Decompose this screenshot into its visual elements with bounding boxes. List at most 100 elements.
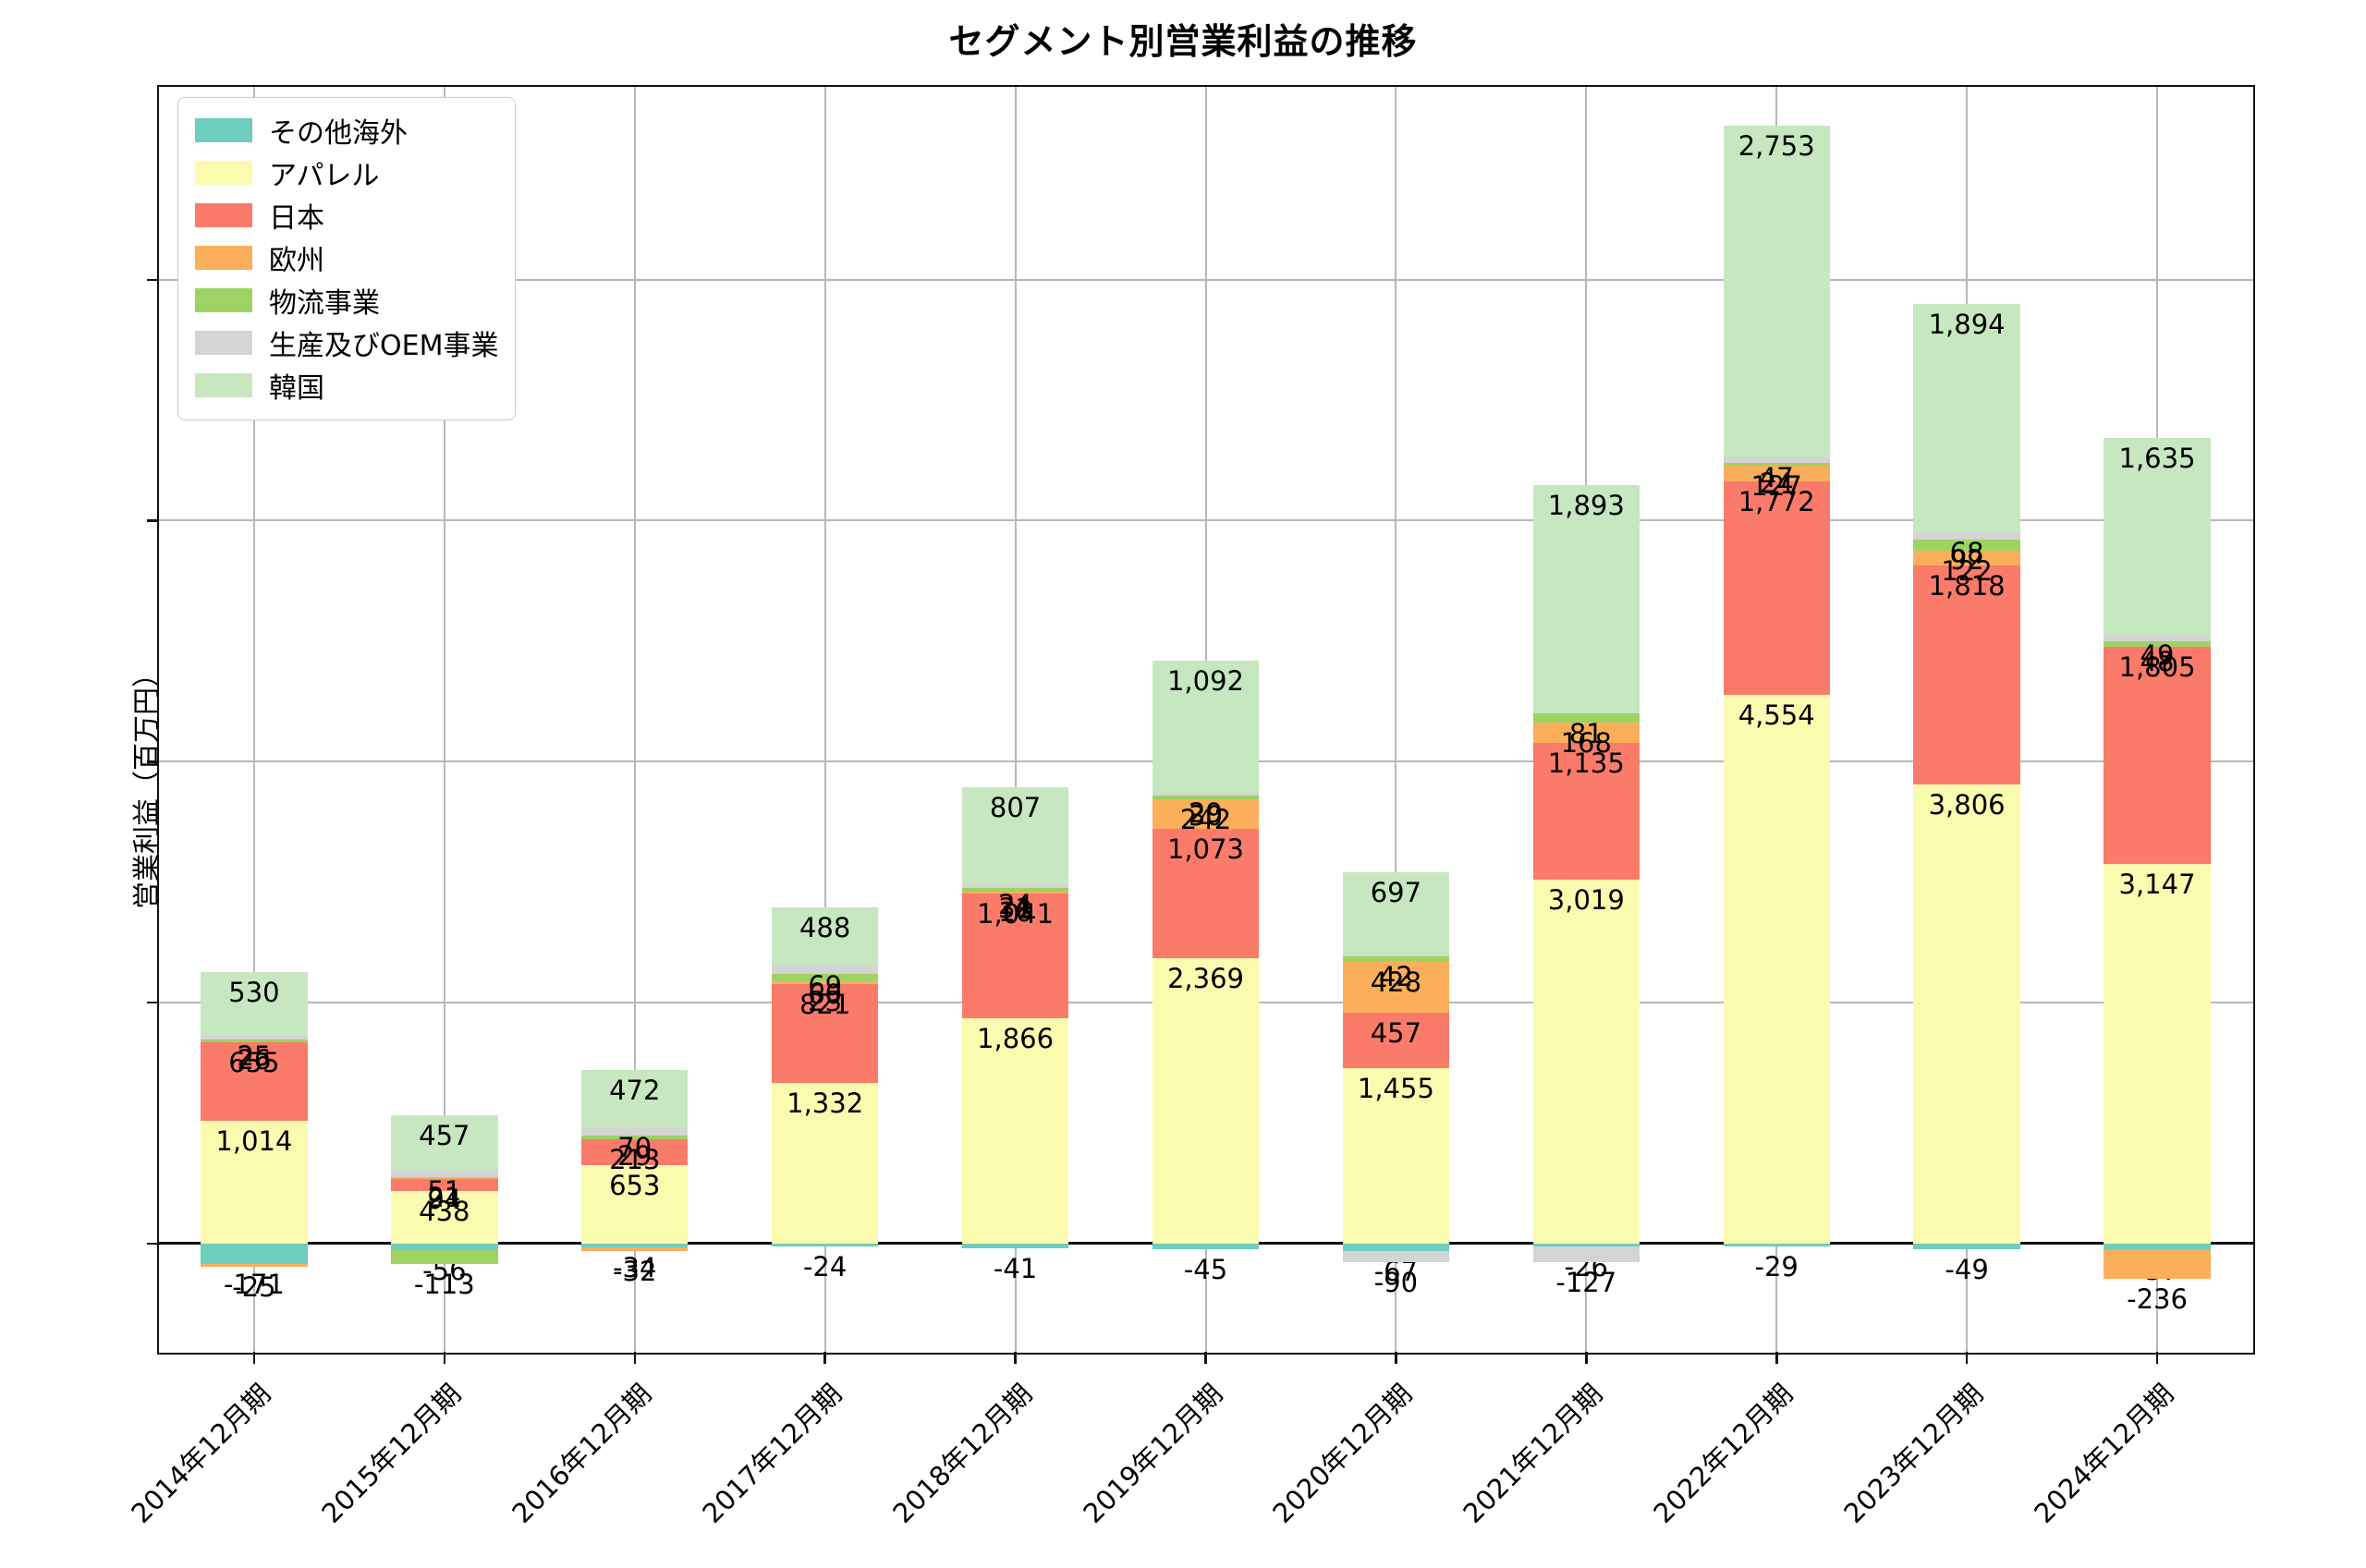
bar-value-label: -49 [1945,1254,1989,1286]
legend-item[interactable]: 韓国 [195,364,498,407]
bar-segment[interactable] [1913,540,2020,552]
bar-segment[interactable] [1342,1013,1450,1068]
bar-group[interactable]: -29 4,554 1,772 127 24 47 2,753 [1723,87,1830,1352]
bar-segment[interactable] [581,1138,689,1165]
bar-segment[interactable] [391,1170,498,1177]
bar-segment[interactable] [772,974,879,981]
bar-segment[interactable] [391,1176,498,1180]
bar-segment[interactable] [1532,723,1640,744]
bar-segment[interactable] [1913,303,2020,532]
bar-segment[interactable] [961,1018,1069,1244]
bar-segment[interactable] [2104,635,2211,641]
bar-segment[interactable] [772,980,879,984]
bar-segment[interactable] [2104,864,2211,1244]
bar-segment[interactable] [1723,126,1830,458]
bar-segment[interactable] [961,1243,1069,1248]
bar-segment[interactable] [391,1249,498,1264]
bar-segment[interactable] [201,1039,308,1043]
bar-segment[interactable] [1723,466,1830,481]
bar-segment[interactable] [1723,457,1830,464]
bar-segment[interactable] [201,1042,308,1122]
bar-segment[interactable] [1913,531,2020,541]
legend-item[interactable]: 欧州 [195,237,498,279]
bar-segment[interactable] [201,1121,308,1244]
legend-item[interactable]: 日本 [195,194,498,237]
bar-segment[interactable] [1152,828,1260,958]
legend-item[interactable]: 物流事業 [195,279,498,322]
bar-segment[interactable] [1152,796,1260,800]
bar-segment[interactable] [581,1164,689,1244]
bar-segment[interactable] [772,1082,879,1244]
bar-segment[interactable] [2104,438,2211,636]
bar-segment[interactable] [201,1243,308,1264]
bar-segment[interactable] [1532,484,1640,713]
legend-item[interactable]: アパレル [195,152,498,194]
bar-segment[interactable] [2104,1243,2211,1251]
bar-segment[interactable] [581,1135,689,1139]
bar-segment[interactable] [2104,647,2211,865]
bar-segment[interactable] [1342,956,1450,962]
bar-group[interactable]: -34 653 213 -32 29 70 472 [581,87,689,1352]
bar-group[interactable]: -24 1,332 821 23 60 69 488 [772,87,879,1352]
bar-segment[interactable] [961,893,1069,1019]
x-axis-tick-label: 2015年12月期 [315,1378,468,1530]
bar-segment[interactable] [961,891,1069,893]
bar-segment[interactable] [2104,640,2211,647]
bar-segment[interactable] [391,1190,498,1244]
bar-segment[interactable] [581,1247,689,1252]
x-gridline [1014,87,1017,1353]
bar-segment[interactable] [201,1263,308,1268]
bar-segment[interactable] [1913,565,2020,785]
bar-segment[interactable] [961,787,1069,885]
bar-segment[interactable] [1152,799,1260,829]
bar-segment[interactable] [1913,784,2020,1244]
bar-segment[interactable] [581,1126,689,1136]
bar-segment[interactable] [1532,712,1640,723]
bar-segment[interactable] [391,1179,498,1191]
bar-group[interactable]: -45 2,369 1,073 242 30 29 1,092 [1152,87,1260,1352]
bar-segment[interactable] [772,906,879,966]
bar-segment[interactable] [961,887,1069,892]
bar-segment[interactable] [1723,1243,1830,1247]
bar-segment[interactable] [581,1070,689,1127]
bar-segment[interactable] [581,1243,689,1248]
bar-segment[interactable] [391,1115,498,1171]
x-axis-tick-label: 2014年12月期 [125,1378,277,1530]
bar-segment[interactable] [1342,1243,1450,1252]
legend-item[interactable]: 生産及びOEM事業 [195,322,498,364]
bar-segment[interactable] [1723,463,1830,467]
bar-segment[interactable] [772,1243,879,1246]
bar-segment[interactable] [1532,880,1640,1244]
bar-segment[interactable] [2104,1250,2211,1279]
bar-group[interactable]: -26 3,019 1,135 168 81 -127 1,893 [1532,87,1640,1352]
bar-segment[interactable] [1152,957,1260,1244]
bar-segment[interactable] [1913,551,2020,566]
bar-segment[interactable] [1913,1243,2020,1250]
bar-segment[interactable] [1723,480,1830,695]
bar-segment[interactable] [201,1036,308,1039]
bar-segment[interactable] [1152,792,1260,796]
bar-group[interactable]: -49 3,806 1,818 122 92 68 1,894 [1913,87,2020,1352]
bar-segment[interactable] [1342,872,1450,957]
bar-group[interactable]: -67 1,455 457 428 42 -90 697 [1342,87,1450,1352]
bar-segment[interactable] [201,972,308,1037]
bar-value-label: -41 [993,1253,1038,1284]
bar-segment[interactable] [961,884,1069,888]
bar-segment[interactable] [1532,1243,1640,1247]
bar-segment[interactable] [1532,1246,1640,1262]
bar-segment[interactable] [391,1243,498,1250]
bar-group[interactable]: -41 1,866 1,041 16 31 24 807 [961,87,1069,1352]
legend-item[interactable]: その他海外 [195,109,498,152]
bar-segment[interactable] [1152,661,1260,793]
bar-segment[interactable] [1342,1067,1450,1244]
bar-segment[interactable] [772,983,879,1083]
bar-segment[interactable] [1723,694,1830,1244]
bar-segment[interactable] [1152,1243,1260,1249]
x-axis-tick-label: 2023年12月期 [1837,1378,1990,1530]
bar-segment[interactable] [1532,743,1640,881]
bar-segment[interactable] [1342,1251,1450,1263]
bar-segment[interactable] [772,966,879,975]
bar-value-label: -127 [1555,1266,1617,1298]
bar-segment[interactable] [1342,961,1450,1014]
